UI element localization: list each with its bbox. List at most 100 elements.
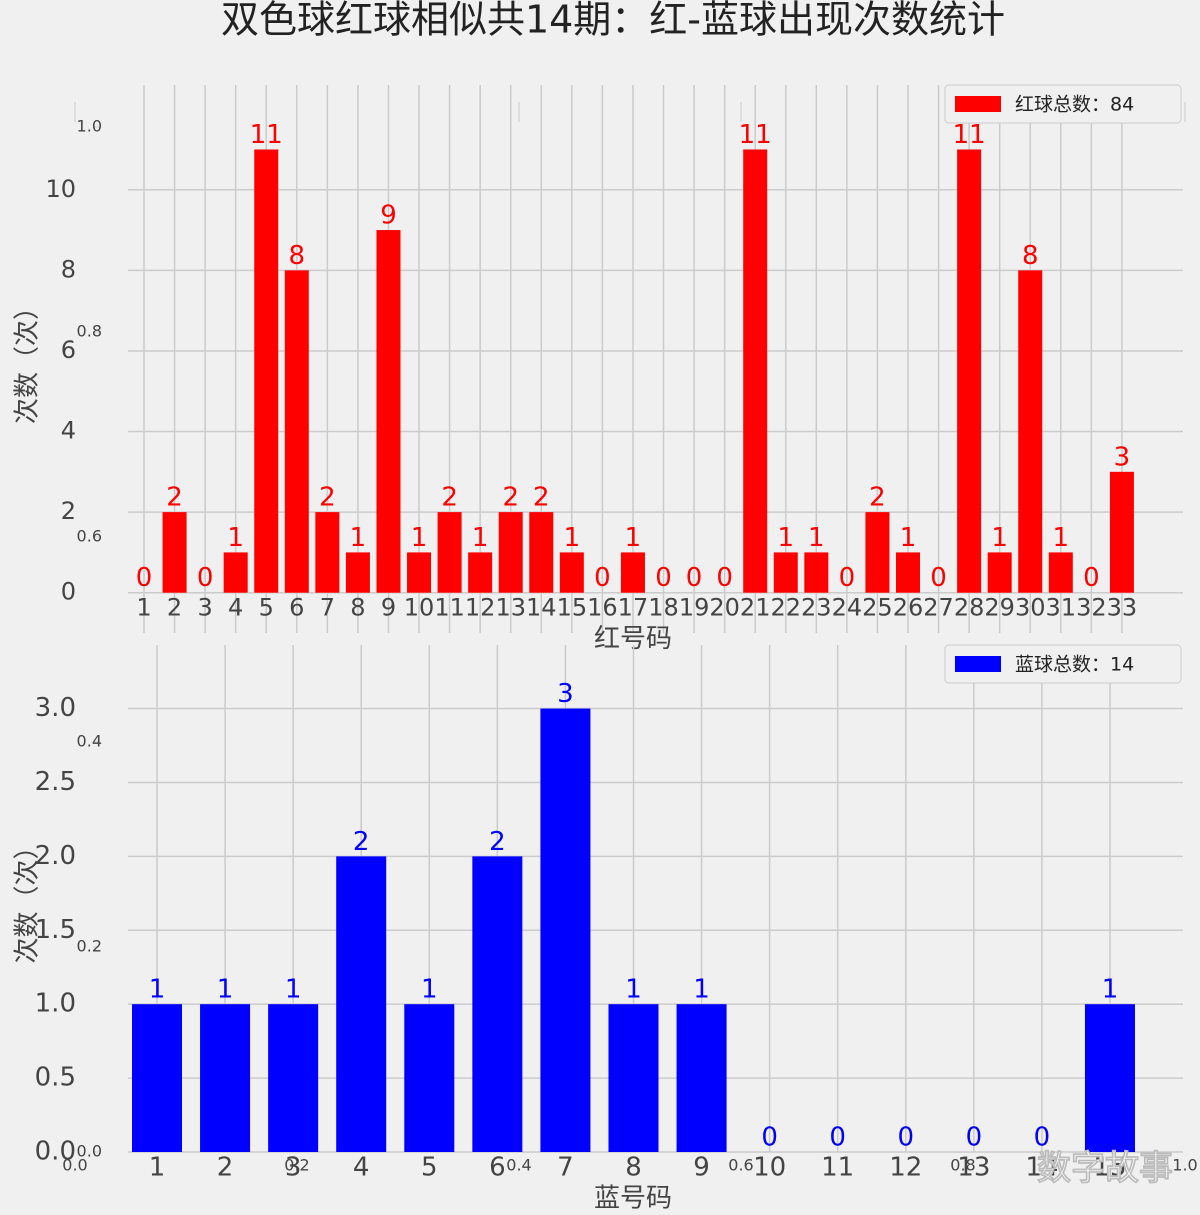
value-label: 1: [808, 523, 825, 553]
x-tick-label: 33: [1107, 594, 1138, 622]
y-tick-label: 0.2: [77, 937, 102, 956]
y-axis-label: 次数（次）: [13, 833, 43, 963]
bar: [223, 552, 248, 593]
bar: [1084, 1004, 1135, 1152]
x-tick-label: 8: [625, 1153, 642, 1183]
value-label: 1: [900, 523, 917, 553]
bar: [200, 1004, 251, 1152]
x-tick-label: 5: [421, 1153, 438, 1183]
value-label: 0: [930, 563, 947, 593]
value-label: 2: [533, 483, 550, 513]
bar: [132, 1004, 182, 1152]
x-tick-label: 13: [957, 1153, 990, 1183]
x-tick-label: 18: [648, 594, 679, 622]
y-tick-label: 0: [61, 578, 76, 606]
y-tick-label: 1.0: [35, 989, 76, 1019]
x-tick-label: 3: [197, 594, 212, 622]
value-label: 0: [594, 563, 611, 593]
bar: [336, 856, 387, 1152]
value-label: 0: [197, 563, 214, 593]
value-label: 1: [472, 523, 489, 553]
value-label: 11: [739, 120, 772, 150]
value-label: 1: [693, 975, 710, 1005]
value-label: 1: [227, 523, 244, 553]
value-label: 11: [250, 120, 283, 150]
x-tick-label: 14: [526, 594, 557, 622]
y-tick-label: 8: [61, 255, 76, 283]
bar: [987, 552, 1012, 593]
value-label: 0: [716, 563, 733, 593]
chart-title: 双色球红球相似共14期：红-蓝球出现次数统计: [221, 0, 1005, 42]
x-tick-label: 7: [557, 1153, 574, 1183]
value-label: 0: [966, 1123, 983, 1153]
value-label: 1: [411, 523, 428, 553]
x-tick-label: 10: [404, 594, 435, 622]
value-label: 2: [489, 827, 506, 857]
bar: [529, 512, 554, 593]
x-tick-label: 24: [832, 594, 863, 622]
x-tick-label: 0.2: [284, 1156, 309, 1175]
x-tick-label: 4: [353, 1153, 370, 1183]
y-tick-label: 0.4: [77, 732, 102, 751]
value-label: 9: [380, 201, 397, 231]
x-tick-label: 19: [679, 594, 710, 622]
y-tick-label: 0.0: [77, 1142, 102, 1161]
bar: [1109, 471, 1134, 593]
x-tick-label: 31: [1046, 594, 1077, 622]
x-tick-label: 22: [770, 594, 801, 622]
value-label: 1: [991, 523, 1008, 553]
value-label: 1: [149, 975, 166, 1005]
bar: [284, 270, 309, 593]
value-label: 2: [869, 483, 886, 513]
y-tick-label: 2.5: [35, 767, 76, 797]
value-label: 2: [353, 827, 370, 857]
x-tick-label: 0.0: [62, 1156, 87, 1175]
x-tick-label: 11: [821, 1153, 854, 1183]
bar: [437, 512, 462, 593]
value-label: 8: [1022, 241, 1039, 271]
y-tick-label: 10: [45, 175, 76, 203]
x-tick-label: 15: [1093, 1153, 1126, 1183]
x-tick-label: 2: [167, 594, 182, 622]
value-label: 8: [289, 241, 306, 271]
value-label: 2: [319, 483, 336, 513]
legend-box: [944, 84, 1182, 124]
x-tick-label: 6: [489, 1153, 506, 1183]
y-tick-label: 3.0: [35, 693, 76, 723]
y-tick-label: 1.5: [35, 915, 76, 945]
x-tick-label: 15: [557, 594, 588, 622]
x-tick-label: 3: [285, 1153, 302, 1183]
watermark: 数字故事: [1037, 1149, 1173, 1189]
x-tick-label: 5: [259, 594, 274, 622]
x-tick-label: 25: [862, 594, 893, 622]
value-label: 0: [1034, 1123, 1051, 1153]
x-tick-label: 20: [709, 594, 740, 622]
value-label: 2: [502, 483, 519, 513]
x-tick-label: 0.6: [728, 1156, 753, 1175]
value-label: 0: [829, 1123, 846, 1153]
y-tick-label: 0.0: [35, 1137, 76, 1167]
value-label: 0: [839, 563, 856, 593]
bar: [404, 1004, 455, 1152]
value-label: 11: [953, 120, 986, 150]
x-tick-label: 1: [136, 594, 151, 622]
bar: [1018, 270, 1043, 593]
bar: [254, 149, 279, 593]
y-tick-label: 0.6: [77, 527, 102, 546]
x-tick-label: 0.4: [506, 1156, 531, 1175]
legend-label: 蓝球总数：14: [1015, 654, 1134, 676]
bar: [540, 708, 591, 1152]
bar: [865, 512, 890, 593]
bar: [407, 552, 432, 593]
x-tick-label: 23: [801, 594, 832, 622]
legend: 蓝球总数：14: [944, 644, 1182, 684]
x-tick-label: 1: [149, 1153, 166, 1183]
y-tick-label: 2.0: [35, 841, 76, 871]
x-tick-label: 2: [217, 1153, 234, 1183]
value-label: 0: [686, 563, 703, 593]
x-tick-label: 17: [618, 594, 649, 622]
value-label: 0: [1083, 563, 1100, 593]
x-tick-label: 0.8: [950, 1156, 975, 1175]
bar: [804, 552, 829, 593]
x-axis-label: 蓝号码: [594, 1184, 672, 1214]
